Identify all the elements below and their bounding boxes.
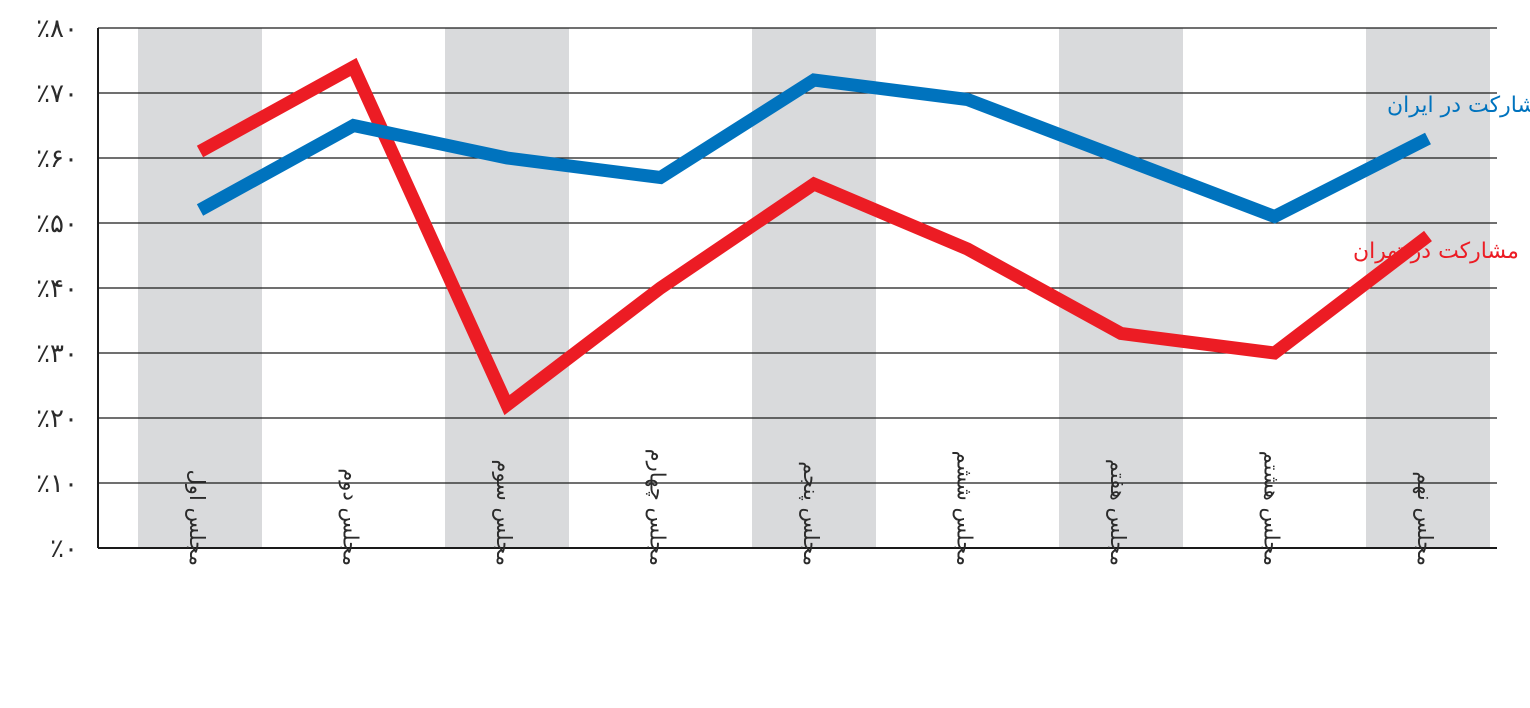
x-tick-label: مجلس ششم	[952, 450, 977, 566]
x-tick-label: مجلس چهارم	[646, 449, 670, 566]
x-tick-label: مجلس هشتم	[1259, 451, 1284, 566]
x-tick-label: مجلس سوم	[492, 459, 516, 566]
axes	[97, 28, 1497, 549]
x-tick-label: مجلس دوم	[339, 468, 363, 566]
y-tick-label: ٪۶۰	[36, 144, 78, 174]
y-tick-label: ٪۸۰	[36, 14, 78, 44]
x-tick-label: مجلس پنجم	[798, 461, 823, 566]
y-tick-label: ٪۴۰	[36, 274, 78, 304]
x-tick-label: مجلس نهم	[1412, 471, 1437, 566]
series-labels: مشارکت در ایران مشارکت در تهران	[1353, 93, 1530, 264]
series-label: مشارکت در تهران	[1353, 239, 1519, 264]
series-lines	[196, 57, 1432, 416]
y-tick-label: ٪۰	[50, 534, 78, 564]
y-tick-label: ٪۳۰	[36, 339, 78, 369]
x-tick-label: مجلس هفتم	[1105, 459, 1130, 566]
y-tick-label: ٪۵۰	[36, 209, 78, 239]
y-tick-label: ٪۱۰	[36, 469, 78, 499]
y-tick-labels: ٪۰ ٪۱۰ ٪۲۰ ٪۳۰ ٪۴۰ ٪۵۰ ٪۶۰ ٪۷۰ ٪۸۰	[36, 14, 78, 564]
y-tick-label: ٪۷۰	[36, 79, 78, 109]
x-tick-label: مجلس اول	[185, 470, 209, 566]
y-tick-label: ٪۲۰	[36, 404, 78, 434]
series-label: مشارکت در ایران	[1387, 93, 1530, 118]
x-tick-labels: مجلس اول مجلس دوم مجلس سوم مجلس چهارم مجلس پ…	[185, 449, 1437, 566]
